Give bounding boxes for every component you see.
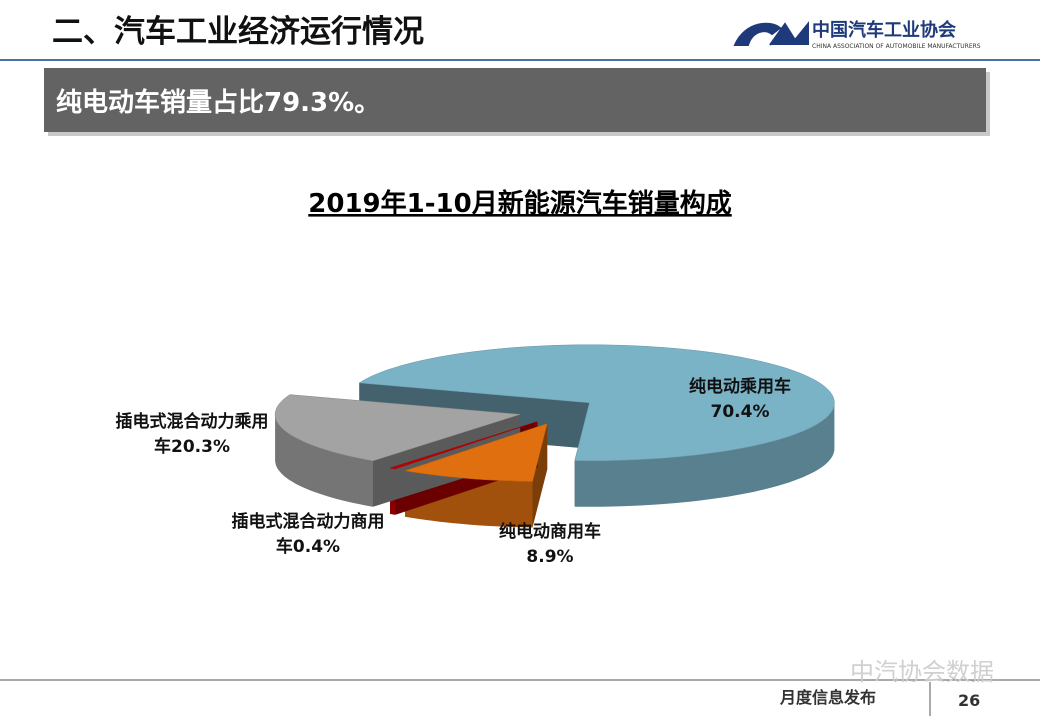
chart-title: 2019年1-10月新能源汽车销量构成 [308, 188, 731, 219]
footer-label: 月度信息发布 [779, 688, 876, 707]
slice-value: 70.4% [710, 402, 770, 422]
page-number: 26 [958, 691, 980, 710]
banner-text: 纯电动车销量占比79.3%。 [56, 87, 380, 118]
slice-side [574, 402, 835, 507]
slice-label: 纯电动乘用车 70.4% [660, 375, 820, 425]
slice-category: 插电式混合动力乘用车 [115, 412, 269, 457]
slice-value: 20.3% [171, 437, 230, 457]
slice-label: 纯电动商用车 8.9% [470, 520, 630, 570]
pie-slice [274, 394, 521, 462]
slice-value: 8.9% [526, 547, 574, 567]
slice-side [275, 414, 373, 507]
logo-subtitle: CHINA ASSOCIATION OF AUTOMOBILE MANUFACT… [812, 43, 981, 50]
slice-label: 插电式混合动力乘用车20.3% [112, 410, 272, 460]
pie-slice [390, 421, 538, 470]
slice-category: 插电式混合动力商用车 [231, 512, 385, 557]
slice-category: 纯电动商用车 [499, 522, 601, 542]
logo-name: 中国汽车工业协会 [812, 19, 956, 41]
watermark: 中汽协会数据 [850, 658, 994, 686]
logo-mark [733, 21, 809, 46]
pie-slice [358, 344, 835, 462]
slide-title: 二、汽车工业经济运行情况 [52, 14, 424, 50]
pie-slice [404, 423, 548, 482]
pie [274, 344, 835, 528]
slice-category: 纯电动乘用车 [689, 377, 791, 397]
slice-value: 0.4% [292, 537, 341, 557]
banner [44, 68, 986, 132]
slice-label: 插电式混合动力商用车0.4% [228, 510, 388, 560]
